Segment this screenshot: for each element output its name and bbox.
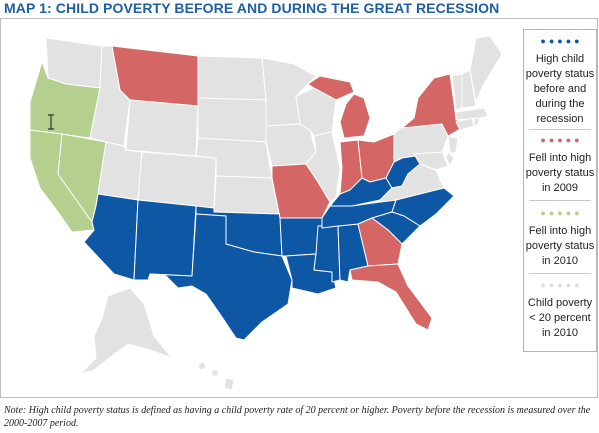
state-SD <box>197 97 267 143</box>
legend-divider <box>529 273 591 274</box>
state-IL <box>305 131 341 203</box>
state-MD <box>413 151 449 171</box>
legend-label: Fell into high poverty status in 2010 <box>525 225 595 267</box>
legend-swatch-dots: ●●●●● <box>540 36 583 46</box>
state-NH <box>461 69 477 109</box>
state-RI <box>473 117 481 127</box>
legend-swatch-dots: ●●●●● <box>540 208 583 218</box>
state-ME <box>469 35 503 103</box>
state-KY <box>329 177 393 207</box>
state-KS <box>213 175 281 215</box>
legend-swatch-dots: ●●●●● <box>540 135 583 145</box>
text-cursor-icon <box>47 114 55 135</box>
state-NM <box>133 199 197 281</box>
state-FL <box>349 263 433 331</box>
legend-item-below-20: ●●●●● Child poverty < 20 percent in 2010 <box>524 280 596 341</box>
legend-item-high-before-during: ●●●●● High child poverty status before a… <box>524 36 596 127</box>
legend-item-fell-2010: ●●●●● Fell into high poverty status in 2… <box>524 208 596 269</box>
us-map <box>29 35 503 391</box>
state-TX <box>149 213 293 341</box>
map-frame <box>0 18 598 398</box>
state-MI-upper <box>307 75 355 101</box>
legend-label: High child poverty status before and dur… <box>525 53 595 125</box>
map-title: MAP 1: CHILD POVERTY BEFORE AND DURING T… <box>4 0 500 16</box>
state-MA <box>455 107 489 121</box>
state-HI <box>197 361 235 391</box>
state-NJ <box>447 135 459 155</box>
state-UT <box>97 141 143 201</box>
state-IA <box>265 123 317 167</box>
state-MI <box>339 93 371 139</box>
legend-label: Fell into high poverty status in 2009 <box>525 152 595 194</box>
legend-divider <box>529 129 591 130</box>
legend-swatch-dots: ●●●●● <box>540 280 583 290</box>
state-DE <box>445 151 455 167</box>
state-CO <box>137 151 217 209</box>
legend-label: Child poverty < 20 percent in 2010 <box>527 297 593 339</box>
state-WY <box>125 99 199 157</box>
state-AK <box>79 287 173 375</box>
legend-divider <box>529 200 591 201</box>
legend-item-fell-2009: ●●●●● Fell into high poverty status in 2… <box>524 135 596 196</box>
map-legend: ●●●●● High child poverty status before a… <box>523 29 597 352</box>
state-AR <box>279 217 323 257</box>
state-NY <box>401 73 463 137</box>
map-note: Note: High child poverty status is defin… <box>4 405 591 429</box>
state-VA <box>379 163 445 203</box>
state-ND <box>197 55 267 101</box>
